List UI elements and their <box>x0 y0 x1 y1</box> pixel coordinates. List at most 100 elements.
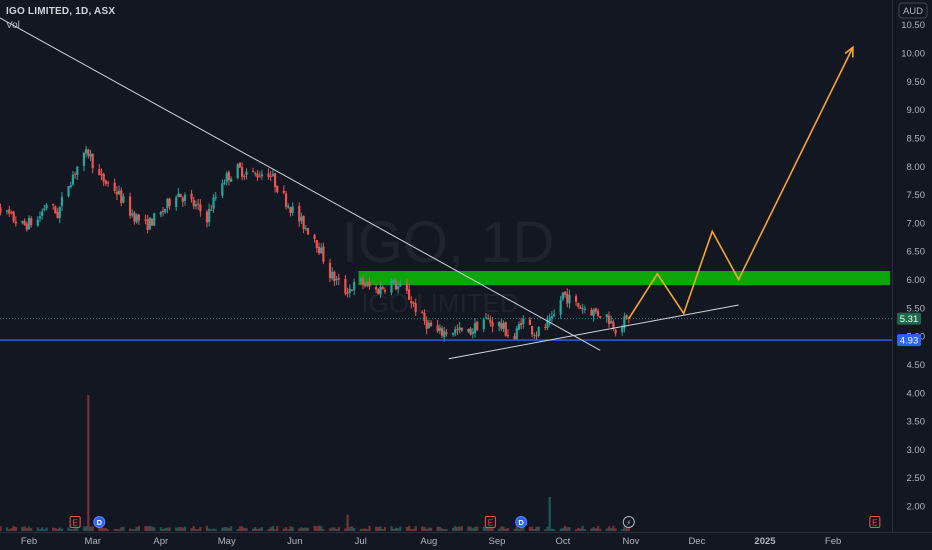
candle-body <box>159 212 162 215</box>
candle-body <box>100 174 103 176</box>
volume-bar <box>427 527 430 531</box>
volume-bar <box>8 529 11 531</box>
price-tick-label: 2.50 <box>907 473 926 484</box>
split-marker[interactable]: ⚡ <box>622 516 635 528</box>
volume-bar <box>623 526 626 531</box>
candle-body <box>484 317 488 319</box>
earnings-icon <box>69 516 81 528</box>
time-axis[interactable]: Feb Mar Apr May Jun Jul Aug Sep Oct Nov Dec 2025 Feb <box>21 536 841 547</box>
volume-bar <box>177 527 180 531</box>
volume-bar <box>236 529 239 531</box>
volume-bar <box>348 527 351 531</box>
candle-body <box>456 329 459 331</box>
dividend-marker[interactable]: D <box>93 516 106 528</box>
chart-legend[interactable]: IGO LIMITED, 1D, ASX Vol <box>6 5 115 33</box>
candle-body <box>550 316 553 319</box>
price-tick-label: 7.50 <box>907 190 926 201</box>
earnings-marker[interactable]: E <box>69 516 81 528</box>
volume-bar <box>535 526 538 531</box>
volume-bar <box>502 526 505 531</box>
candle-body <box>236 164 239 178</box>
dividend-label: D <box>97 518 103 527</box>
volume-bar <box>128 528 132 531</box>
candle-body <box>421 311 424 314</box>
candle-body <box>14 221 17 224</box>
candle-body <box>148 217 151 230</box>
volume-bar <box>284 527 288 531</box>
candle-body <box>135 214 138 223</box>
candle-body <box>500 323 503 329</box>
candle-body <box>194 204 198 207</box>
candle-body <box>104 180 107 184</box>
volume-bar <box>120 527 123 531</box>
volume-bar <box>546 526 549 531</box>
volume-bar <box>192 526 195 531</box>
candle-body <box>520 323 523 326</box>
volume-bar <box>381 529 384 531</box>
candle-body <box>469 328 472 335</box>
volume-bar <box>212 528 215 531</box>
price-axis[interactable]: 10.50 10.00 9.50 9.00 8.50 8.00 7.50 7.00 6.50 6.… <box>901 20 925 512</box>
candle-body <box>12 211 15 222</box>
candle-body <box>115 191 118 195</box>
earnings-icon <box>484 516 496 528</box>
volume-bar <box>82 526 86 531</box>
earnings-marker[interactable]: E <box>869 516 881 528</box>
candle-body <box>546 320 549 328</box>
time-tick-label: Apr <box>153 536 168 547</box>
candle-body <box>164 208 167 213</box>
volume-bar <box>383 527 387 531</box>
volume-bar <box>117 529 121 531</box>
dividend-label: D <box>518 518 524 527</box>
candle-body <box>375 287 378 290</box>
resistance-zone-layer <box>358 271 890 286</box>
volume-bar <box>429 527 433 531</box>
candle-body <box>153 213 156 226</box>
volume-bar <box>175 527 178 531</box>
candle-body <box>144 219 147 221</box>
candle-body <box>544 327 547 329</box>
dividend-marker[interactable]: D <box>515 516 528 528</box>
candle-body <box>60 197 64 206</box>
candle-body <box>592 309 595 317</box>
candle-body <box>117 190 121 195</box>
volume-bar <box>346 514 349 531</box>
price-tick-label: 2.00 <box>907 502 926 513</box>
volume-bar <box>241 526 244 531</box>
candle-body <box>399 284 402 287</box>
volume-bar <box>627 528 630 531</box>
volume-bar <box>605 528 608 531</box>
candle-body <box>599 316 602 318</box>
volume-bar <box>625 527 628 531</box>
volume-bar <box>148 525 151 531</box>
candle-body <box>579 307 582 309</box>
volume-bar <box>258 528 261 531</box>
dividend-icon <box>515 516 528 528</box>
candle-body <box>405 283 408 291</box>
volume-bar <box>306 527 310 531</box>
candle-body <box>36 219 39 226</box>
candle-body <box>610 320 613 324</box>
volume-indicator-label[interactable]: Vol <box>6 20 20 31</box>
resistance-zone <box>358 271 890 286</box>
volume-bar <box>131 529 134 531</box>
candle-body <box>223 182 226 184</box>
earnings-marker[interactable]: E <box>484 516 496 528</box>
volume-bar <box>227 527 231 531</box>
price-tick-label: 8.00 <box>907 162 926 173</box>
volume-bar <box>614 528 617 531</box>
symbol-title[interactable]: IGO LIMITED, 1D, ASX <box>6 6 116 17</box>
candle-body <box>8 209 11 214</box>
candle-body <box>429 322 433 327</box>
candle-body <box>289 207 292 213</box>
candle-body <box>71 174 75 185</box>
currency-box[interactable] <box>898 2 928 19</box>
candle-body <box>120 190 123 204</box>
candle-body <box>166 198 169 209</box>
volume-bar <box>276 526 279 531</box>
volume-bar <box>566 527 569 531</box>
candle-body <box>577 302 580 307</box>
candle-body <box>197 203 200 205</box>
candle-body <box>54 206 57 214</box>
